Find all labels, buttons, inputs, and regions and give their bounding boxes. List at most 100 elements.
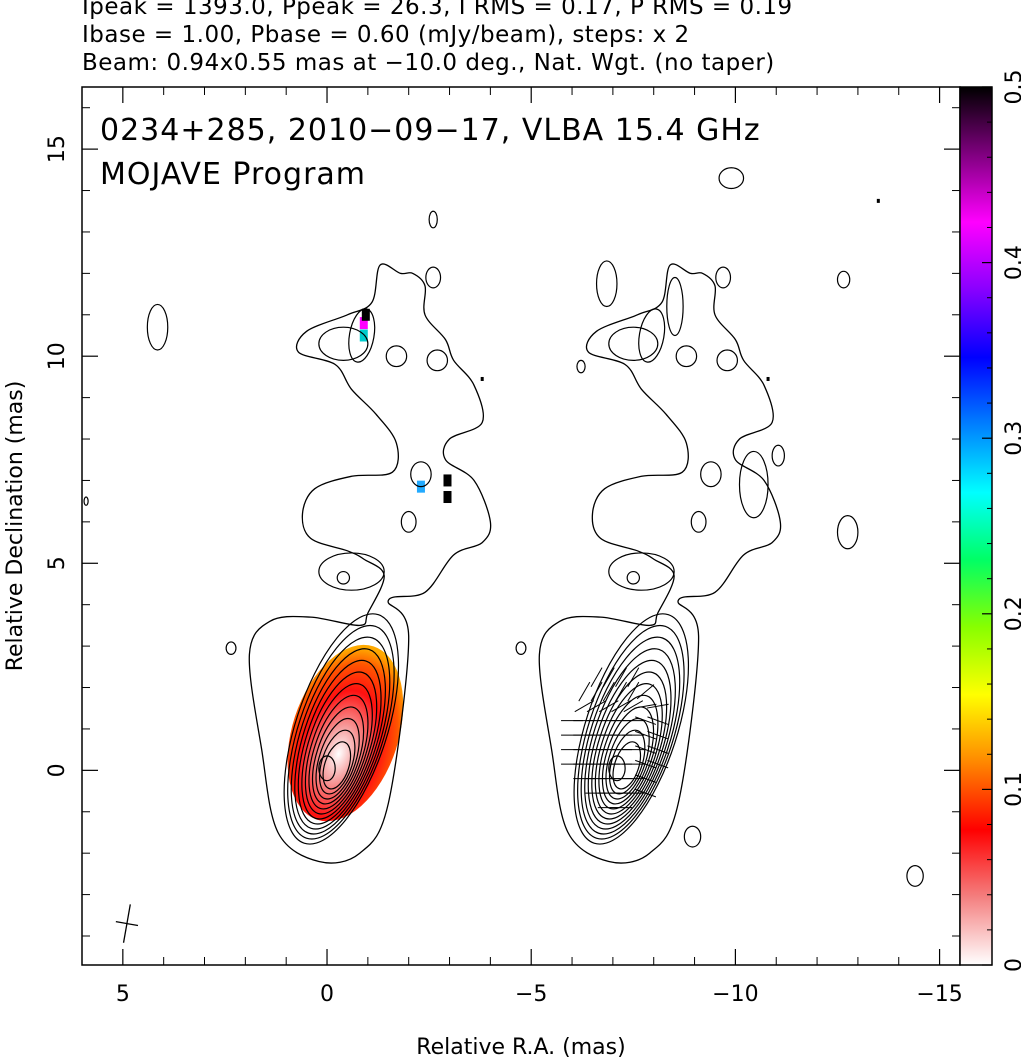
polarization-pixel: [361, 308, 370, 321]
core-contour: [287, 624, 395, 840]
x-tick-label: −5: [515, 982, 547, 1007]
core-contour: [612, 741, 642, 790]
noise-contour: [666, 276, 684, 337]
noise-pixel: [766, 376, 770, 381]
contour-island: [626, 570, 641, 585]
noise-contour: [738, 450, 769, 519]
colorbar-tick-label: 0.1: [1002, 772, 1021, 807]
contour-island: [716, 349, 739, 372]
polarization-pixel: [359, 317, 368, 330]
core-contour: [304, 683, 373, 815]
evpa-stick: [615, 681, 627, 702]
contour-island: [690, 510, 707, 533]
restoring-beam: [115, 904, 139, 943]
contour-island: [638, 308, 666, 363]
noise-contour: [836, 270, 851, 289]
contour-island: [715, 266, 732, 289]
evpa-stick: [615, 667, 627, 687]
map-layer: [83, 167, 924, 943]
x-axis-label: Relative R.A. (mas): [416, 1035, 625, 1060]
evpa-stick: [590, 667, 603, 687]
evpa-stick: [647, 759, 669, 769]
evpa-stick: [586, 700, 607, 713]
contour-island: [336, 570, 351, 585]
x-tick-label: −10: [712, 982, 758, 1007]
contour-island: [318, 552, 385, 591]
y-tick-label: 15: [45, 135, 70, 163]
ticks-layer: 5 0 −5 −10 −15 0 5 10 15 0 0.1 0.2 0.3 0.4 0.5: [45, 70, 1021, 1008]
colorbar-tick-label: 0: [1002, 958, 1021, 972]
noise-contour: [225, 641, 237, 655]
x-tick-label: 5: [116, 982, 130, 1007]
evpa-stick: [590, 681, 603, 702]
core-contour: [290, 636, 391, 835]
colorbar: [959, 86, 993, 966]
contour-island: [426, 349, 449, 372]
evpa-stick: [647, 716, 669, 725]
core-contour: [580, 636, 681, 835]
noise-contour: [576, 359, 586, 374]
x-tick-label: −15: [916, 982, 962, 1007]
noise-contour: [146, 303, 169, 351]
colorbar-tick-label: 0.4: [1002, 245, 1021, 280]
jet-outer-contour: [538, 263, 782, 864]
contour-island: [700, 461, 722, 488]
core-contour: [315, 717, 360, 800]
core-contour: [294, 648, 386, 830]
x-tick-label: 0: [320, 982, 334, 1007]
evpa-stick: [635, 774, 657, 783]
evpa-stick: [646, 703, 669, 709]
colorbar-tick-label: 0.2: [1002, 596, 1021, 631]
evpa-stick: [635, 759, 657, 769]
core-contour: [587, 659, 672, 825]
noise-contour: [83, 496, 89, 506]
core-contour: [301, 671, 378, 820]
core-contour: [297, 659, 382, 825]
header-line-3: Beam: 0.94x0.55 mas at −10.0 deg., Nat. …: [82, 50, 775, 76]
evpa-stick: [602, 681, 615, 702]
chart-subtitle: MOJAVE Program: [100, 157, 366, 192]
noise-pixel: [876, 198, 880, 203]
evpa-stick: [611, 700, 631, 713]
contour-island: [608, 552, 675, 591]
evpa-stick: [647, 745, 669, 754]
polarization-pixel: [443, 474, 452, 487]
colorbar-tick-label: 0.5: [1002, 70, 1021, 105]
y-tick-label: 5: [45, 556, 70, 570]
core-contour: [594, 683, 663, 815]
evpa-stick: [635, 788, 657, 798]
contour-island: [385, 345, 408, 368]
noise-contour: [771, 444, 785, 467]
evpa-stick: [634, 703, 657, 709]
contour-island: [675, 345, 698, 368]
evpa-stick: [647, 730, 669, 740]
beam-minor-axis: [115, 920, 139, 927]
core-peak-contour: [608, 755, 626, 782]
contour-island: [318, 326, 369, 361]
y-axis-label: Relative Declination (mas): [3, 381, 28, 672]
evpa-stick: [635, 730, 657, 740]
header-line-2: Ibase = 1.00, Pbase = 0.60 (mJy/beam), s…: [82, 22, 690, 48]
contour-island: [410, 461, 432, 488]
noise-contour: [683, 825, 702, 848]
core-contour: [283, 613, 400, 845]
core-contour: [573, 613, 690, 845]
evpa-stick: [578, 681, 591, 702]
header-line-1: Ipeak = 1393.0, Ppeak = 26.3, I RMS = 0.…: [82, 0, 793, 20]
evpa-stick: [599, 700, 619, 713]
evpa-stick: [574, 700, 595, 713]
noise-contour: [428, 210, 438, 229]
evpa-stick: [636, 684, 655, 700]
core-contour: [601, 706, 655, 805]
contour-island: [425, 266, 442, 289]
core-contour: [311, 706, 365, 805]
panel-evpa: [538, 263, 782, 864]
core-contour: [577, 624, 685, 840]
jet-outer-contour: [248, 263, 492, 864]
evpa-stick: [627, 667, 640, 687]
core-contour: [598, 694, 659, 810]
noise-contour: [595, 260, 618, 308]
evpa-stick: [627, 681, 640, 702]
polarization-pixel: [443, 491, 452, 504]
